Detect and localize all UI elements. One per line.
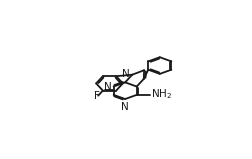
Text: N: N [121, 69, 129, 79]
Text: N: N [103, 82, 111, 92]
Text: NH$_2$: NH$_2$ [150, 88, 171, 101]
Text: N: N [121, 102, 129, 112]
Text: F: F [94, 91, 100, 101]
